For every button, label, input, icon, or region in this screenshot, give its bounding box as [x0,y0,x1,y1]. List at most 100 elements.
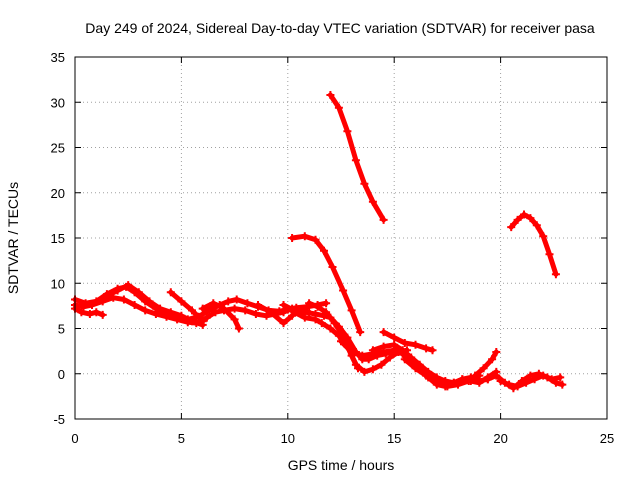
data-point [188,306,196,315]
data-point [343,127,352,136]
data-point [305,299,314,308]
data-point [202,313,211,322]
data-point [85,310,94,318]
data-point [113,286,122,295]
data-point [311,315,320,324]
series-arc-17 [471,348,501,380]
data-point [347,306,356,315]
data-point [520,210,528,219]
data-point [400,355,409,364]
data-point [415,360,424,369]
data-point [379,328,388,337]
data-point [262,311,271,320]
data-point [119,295,128,304]
data-point [492,371,501,380]
data-point [241,306,250,315]
data-point [328,263,337,271]
x-tick-label: 25 [600,431,614,446]
y-tick-label: 15 [51,231,65,246]
series-line [168,289,206,324]
data-point [251,310,260,318]
data-point [443,382,452,391]
series-line [472,349,499,379]
data-point [454,380,462,389]
data-point [368,346,377,355]
series-arc-12 [288,232,365,337]
series-layer [71,91,567,393]
data-point [234,324,243,333]
series-line [255,302,295,326]
data-point [379,342,388,351]
x-tick-label: 5 [178,431,185,446]
series-arc-11 [326,91,388,224]
data-point [488,355,497,364]
data-point [198,317,207,326]
data-point [547,375,556,384]
data-point [398,346,407,355]
data-point [479,364,488,373]
data-point [177,297,186,306]
grid [75,57,607,419]
data-point [266,308,275,317]
data-point [290,308,299,317]
data-point [385,353,394,362]
y-tick-labels: -5 0 5 10 15 20 25 30 35 [51,50,65,427]
series-arc-05 [166,288,207,326]
x-tick-label: 20 [493,431,507,446]
data-point [243,299,252,308]
data-point [483,375,492,384]
data-point [556,373,565,382]
data-point [432,377,441,385]
data-point [92,308,101,317]
data-point [279,319,288,328]
data-point [505,380,514,389]
y-tick-label: 5 [58,322,65,337]
data-point [124,281,133,290]
data-point [98,297,107,306]
data-point [317,319,326,328]
data-point [130,301,139,309]
data-point [368,365,377,374]
data-point [539,232,548,241]
data-point [532,221,541,230]
data-point [358,351,367,360]
data-point [230,304,239,313]
data-point [220,304,228,313]
data-point [162,312,171,321]
data-point [507,223,516,232]
data-point [326,91,335,99]
data-point [334,103,343,112]
data-point [320,246,328,255]
data-point [530,375,539,384]
series-arc-04 [102,281,207,329]
data-point [322,308,331,317]
data-point [198,304,207,313]
x-tick-label: 0 [71,431,78,446]
data-point [539,371,548,380]
data-point [526,214,535,223]
series-arc-06 [198,299,243,333]
chart-title: Day 249 of 2024, Sidereal Day-to-day VTE… [85,20,595,36]
x-axis-label: GPS time / hours [288,457,395,473]
data-point [232,295,241,304]
data-point [513,215,522,224]
data-point [288,234,297,242]
data-point [558,380,567,389]
data-point [300,232,309,241]
data-point [360,367,369,376]
data-point [347,348,356,356]
data-point [156,304,165,313]
y-tick-label: 30 [51,95,65,110]
data-point [428,346,437,355]
data-point [322,299,331,308]
data-point [551,270,560,279]
data-point [545,250,554,259]
data-point [177,311,186,320]
data-point [356,328,365,337]
y-tick-label: 10 [51,276,65,291]
data-point [224,297,233,306]
data-point [141,306,150,315]
data-point [411,340,420,349]
data-point [279,301,288,309]
data-point [400,339,409,347]
